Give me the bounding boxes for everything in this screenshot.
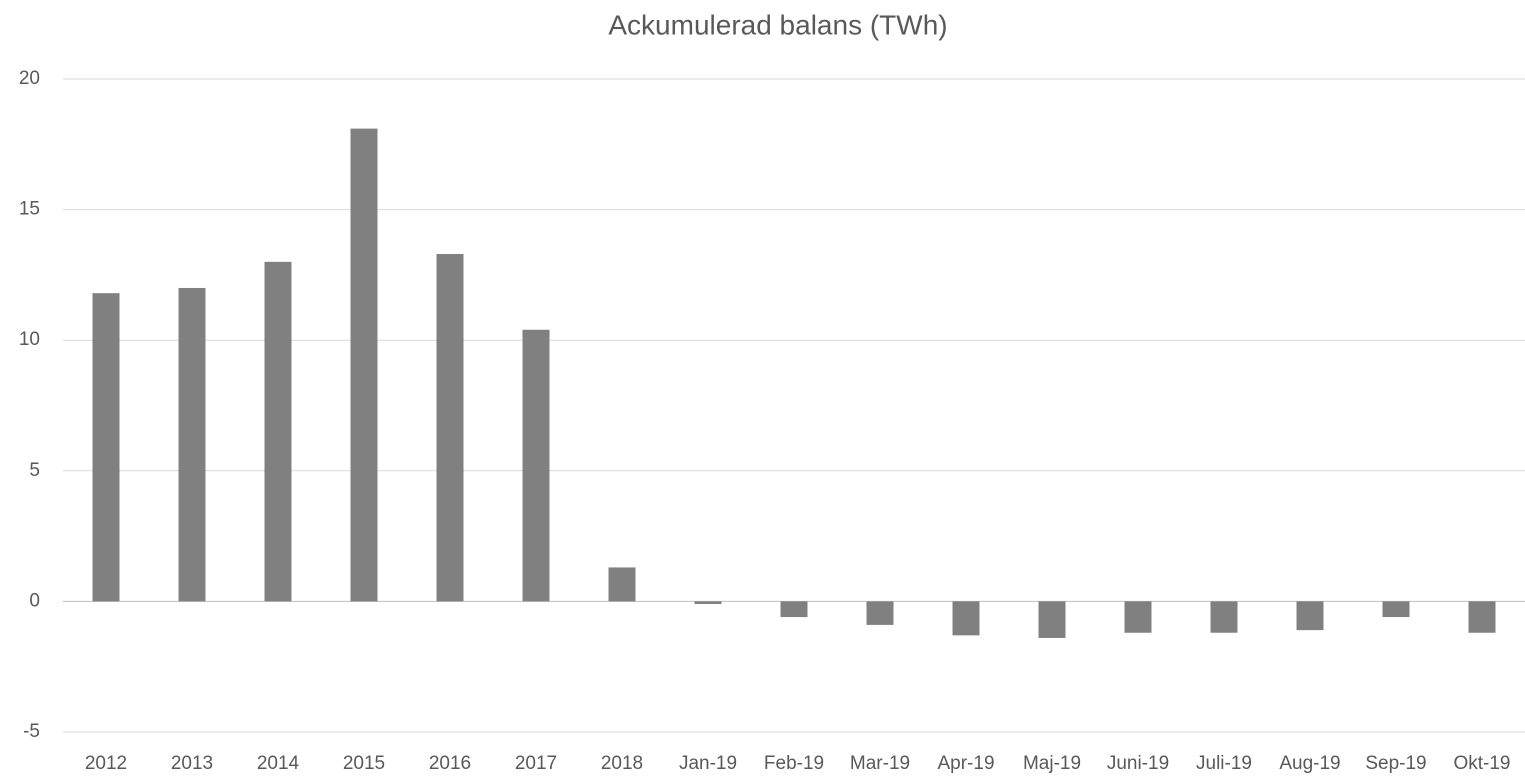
x-tick-label: 2014 [257, 753, 300, 774]
bar [1382, 601, 1410, 618]
y-tick-label: 10 [19, 329, 40, 350]
x-tick-label: Jan-19 [679, 753, 737, 774]
bar [178, 287, 206, 602]
x-tick-label: Juli-19 [1196, 753, 1252, 774]
x-tick-label: 2015 [343, 753, 385, 774]
x-tick-label: Feb-19 [764, 753, 824, 774]
x-tick-label: Apr-19 [937, 753, 994, 774]
bar [1038, 601, 1066, 638]
bar [1468, 601, 1496, 633]
bar [866, 601, 894, 625]
bar [436, 254, 464, 602]
y-tick-label: 5 [29, 460, 40, 481]
bar [952, 601, 980, 636]
x-tick-label: 2016 [429, 753, 471, 774]
bar [350, 128, 378, 602]
x-tick-label: 2018 [601, 753, 643, 774]
chart-title: Ackumulerad balans (TWh) [608, 9, 947, 40]
bar [92, 293, 120, 602]
x-tick-label: Maj-19 [1023, 753, 1081, 774]
x-tick-label: Okt-19 [1453, 753, 1510, 774]
bar [608, 567, 636, 602]
x-tick-label: Juni-19 [1107, 753, 1169, 774]
bar [1296, 601, 1324, 631]
y-tick-label: -5 [23, 721, 40, 742]
x-tick-label: 2017 [515, 753, 557, 774]
bar [1124, 601, 1152, 633]
bar [780, 601, 808, 618]
bar [522, 329, 550, 602]
y-tick-label: 0 [29, 590, 40, 611]
x-tick-label: 2012 [85, 753, 127, 774]
x-tick-label: Sep-19 [1365, 753, 1426, 774]
y-tick-label: 20 [19, 68, 40, 89]
bar [694, 601, 722, 605]
bar [264, 261, 292, 602]
bar [1210, 601, 1238, 633]
y-tick-label: 15 [19, 199, 40, 220]
x-tick-label: Mar-19 [850, 753, 910, 774]
x-tick-label: Aug-19 [1279, 753, 1340, 774]
x-tick-label: 2013 [171, 753, 213, 774]
